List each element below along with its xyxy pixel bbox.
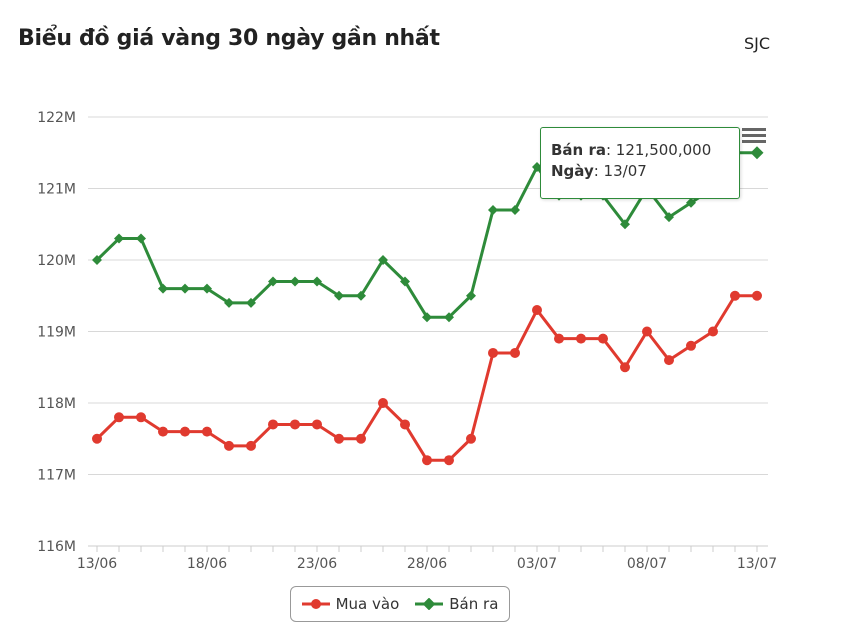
ban-ra-point[interactable] <box>180 283 190 294</box>
ban-ra-point[interactable] <box>114 233 124 244</box>
mua-vao-point[interactable] <box>268 419 278 430</box>
ban-ra-point[interactable] <box>246 297 256 308</box>
x-tick-label: 13/06 <box>77 556 117 572</box>
tooltip-value-1: : 121,500,000 <box>605 141 712 159</box>
mua-vao-point[interactable] <box>620 362 630 373</box>
mua-vao-point[interactable] <box>466 433 476 444</box>
x-tick-label: 03/07 <box>517 556 557 572</box>
x-axis-labels: 13/06 18/06 23/06 28/06 03/07 08/07 13/07 <box>77 546 777 572</box>
ban-ra-point[interactable] <box>378 254 388 265</box>
mua-vao-point[interactable] <box>180 426 190 437</box>
mua-vao-point[interactable] <box>444 455 454 466</box>
ban-ra-point[interactable] <box>290 276 300 287</box>
y-tick-label: 121M <box>37 182 76 198</box>
mua-vao-point[interactable] <box>510 347 520 358</box>
y-tick-label: 116M <box>37 539 76 555</box>
ban-ra-point[interactable] <box>202 283 212 294</box>
brand-label: SJC <box>744 34 771 53</box>
ban-ra-point[interactable] <box>224 297 234 308</box>
tooltip-line-2: Ngày: 13/07 <box>551 161 729 182</box>
mua-vao-point[interactable] <box>422 455 432 466</box>
mua-vao-point[interactable] <box>246 440 256 451</box>
x-tick-label: 13/07 <box>737 556 777 572</box>
y-tick-label: 120M <box>37 253 76 269</box>
mua-vao-point[interactable] <box>290 419 300 430</box>
ban-ra-point[interactable] <box>750 146 764 160</box>
tooltip-label-1: Bán ra <box>551 141 606 159</box>
chart-title: Biểu đồ giá vàng 30 ngày gần nhất <box>18 26 440 51</box>
mua-vao-point[interactable] <box>752 290 762 301</box>
ban-ra-point[interactable] <box>334 290 344 301</box>
mua-vao-point[interactable] <box>664 355 674 366</box>
grid-lines <box>88 116 768 547</box>
ban-ra-point[interactable] <box>466 290 476 301</box>
mua-vao-point[interactable] <box>224 440 234 451</box>
legend-item-mua-vao[interactable]: Mua vào <box>301 595 400 613</box>
mua-vao-point[interactable] <box>400 419 410 430</box>
mua-vao-point[interactable] <box>730 290 740 301</box>
y-tick-label: 122M <box>37 110 76 126</box>
legend-item-ban-ra[interactable]: Bán ra <box>415 595 498 613</box>
ban-ra-point[interactable] <box>312 276 322 287</box>
hamburger-menu-icon[interactable] <box>742 128 766 144</box>
y-axis-labels: 116M 117M 118M 119M 120M 121M 122M <box>37 110 76 555</box>
tooltip-line-1: Bán ra: 121,500,000 <box>551 140 729 161</box>
x-tick-label: 28/06 <box>407 556 447 572</box>
x-tick-label: 23/06 <box>297 556 337 572</box>
ban-ra-point[interactable] <box>422 312 432 323</box>
legend-label-ban-ra: Bán ra <box>449 595 499 613</box>
ban-ra-point[interactable] <box>510 204 520 215</box>
tooltip-value-2: : 13/07 <box>593 162 647 180</box>
tooltip-label-2: Ngày <box>551 162 594 180</box>
mua-vao-point[interactable] <box>576 333 586 344</box>
ban-ra-point[interactable] <box>268 276 278 287</box>
y-tick-label: 117M <box>37 468 76 484</box>
x-tick-label: 18/06 <box>187 556 227 572</box>
mua-vao-point[interactable] <box>708 326 718 337</box>
mua-vao-legend-icon <box>301 599 330 609</box>
ban-ra-point[interactable] <box>356 290 366 301</box>
mua-vao-point[interactable] <box>92 433 102 444</box>
mua-vao-point[interactable] <box>532 305 542 316</box>
mua-vao-point[interactable] <box>378 398 388 408</box>
ban-ra-point[interactable] <box>92 254 102 265</box>
legend-label-mua-vao: Mua vào <box>335 595 400 613</box>
ban-ra-point[interactable] <box>136 233 146 244</box>
mua-vao-point[interactable] <box>312 419 322 430</box>
tooltip: Bán ra: 121,500,000 Ngày: 13/07 <box>540 127 740 199</box>
mua-vao-point[interactable] <box>356 433 366 444</box>
ban-ra-point[interactable] <box>488 204 498 215</box>
y-tick-label: 119M <box>37 325 76 341</box>
mua-vao-point[interactable] <box>598 333 608 344</box>
mua-vao-point[interactable] <box>202 426 212 437</box>
x-tick-label: 08/07 <box>627 556 667 572</box>
y-tick-label: 118M <box>37 396 76 412</box>
mua-vao-point[interactable] <box>642 326 652 337</box>
ban-ra-point[interactable] <box>444 312 454 323</box>
mua-vao-point[interactable] <box>334 433 344 444</box>
mua-vao-point[interactable] <box>136 412 146 423</box>
legend: Mua vào Bán ra <box>290 586 510 622</box>
mua-vao-point[interactable] <box>158 426 168 437</box>
mua-vao-point[interactable] <box>114 412 124 423</box>
ban-ra-point[interactable] <box>158 283 168 294</box>
ban-ra-point[interactable] <box>400 276 410 287</box>
ban-ra-legend-icon <box>415 598 444 610</box>
mua-vao-point[interactable] <box>554 333 564 344</box>
mua-vao-point[interactable] <box>488 347 498 358</box>
mua-vao-point[interactable] <box>686 340 696 351</box>
